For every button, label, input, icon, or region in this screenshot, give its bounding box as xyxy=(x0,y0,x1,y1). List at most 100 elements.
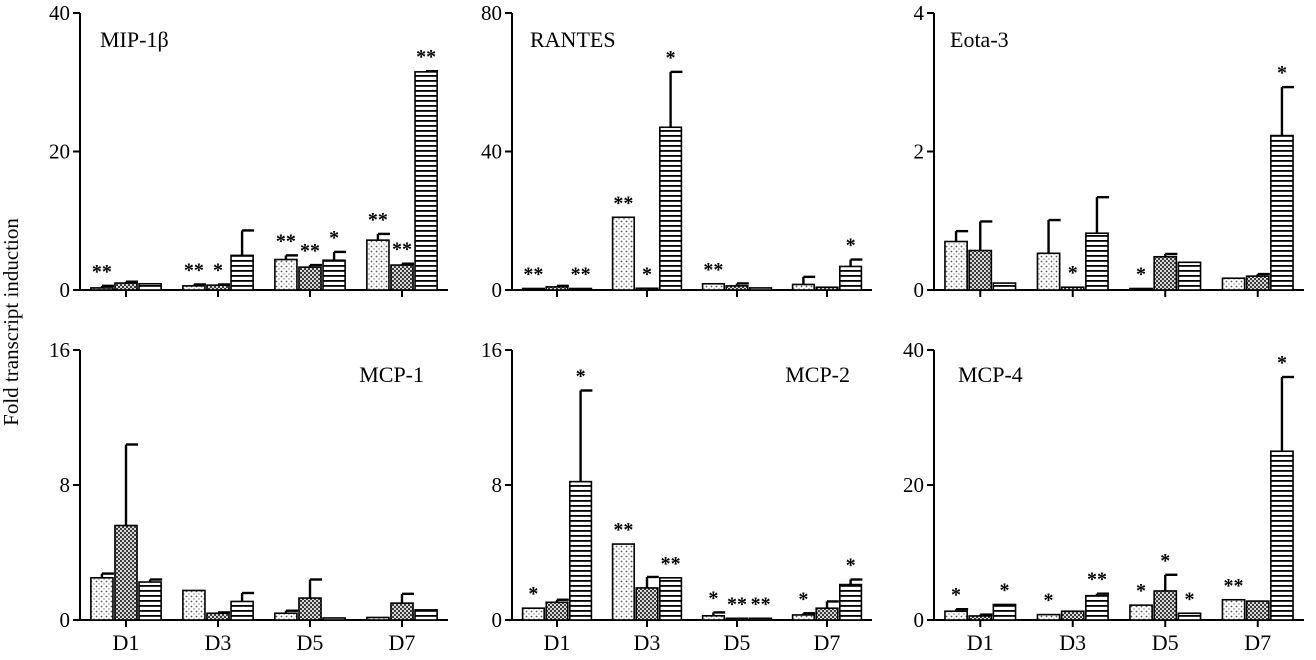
significance-marker: * xyxy=(1136,580,1146,602)
bar-dotted xyxy=(182,285,206,291)
bar-checkered xyxy=(815,286,839,291)
bar-dotted xyxy=(701,282,725,291)
y-tick-label: 0 xyxy=(60,278,71,302)
y-tick-label: 80 xyxy=(481,1,502,25)
significance-marker: ** xyxy=(703,259,723,281)
y-tick-label: 16 xyxy=(49,338,70,362)
bar-striped xyxy=(1177,612,1202,621)
bar-checkered xyxy=(298,266,322,291)
bar-checkered xyxy=(1060,286,1085,291)
bar-checkered xyxy=(815,607,839,621)
y-tick-label: 0 xyxy=(492,278,503,302)
significance-marker: ** xyxy=(613,192,633,214)
y-tick-label: 4 xyxy=(914,1,925,25)
bar-striped xyxy=(992,603,1017,621)
bar-striped xyxy=(838,265,863,291)
bar-dotted xyxy=(611,543,635,621)
significance-marker: * xyxy=(1044,590,1054,612)
significance-marker: ** xyxy=(523,264,543,286)
bar-checkered xyxy=(206,612,230,621)
significance-marker: ** xyxy=(392,239,412,261)
bar-dotted xyxy=(366,616,390,621)
bar-checkered xyxy=(725,285,749,291)
x-category-label: D3 xyxy=(634,630,661,655)
bar-striped xyxy=(414,71,438,291)
significance-marker: ** xyxy=(571,264,591,286)
panel-title: MCP-1 xyxy=(359,362,424,387)
bar-checkered xyxy=(725,617,749,621)
y-tick-label: 16 xyxy=(481,338,502,362)
x-category-label: D1 xyxy=(967,630,994,655)
bar-dotted xyxy=(1221,598,1246,621)
bar-checkered xyxy=(1153,590,1178,621)
y-tick-label: 0 xyxy=(492,608,503,632)
significance-marker: ** xyxy=(300,240,320,262)
bar-dotted xyxy=(90,577,114,621)
y-axis-label: Fold transcript induction xyxy=(0,218,23,426)
bar-checkered xyxy=(635,287,659,291)
significance-marker: ** xyxy=(751,593,771,615)
bar-dotted xyxy=(1129,287,1153,291)
significance-marker: ** xyxy=(1087,569,1107,591)
bar-checkered xyxy=(390,264,414,291)
bar-striped xyxy=(568,287,593,291)
significance-marker: * xyxy=(846,235,856,257)
bar-dotted xyxy=(90,287,114,291)
y-tick-label: 0 xyxy=(60,608,71,632)
bar-striped xyxy=(1177,261,1202,291)
bar-dotted xyxy=(274,258,298,291)
significance-marker: ** xyxy=(727,593,747,615)
bar-striped xyxy=(1085,594,1109,621)
bar-dotted xyxy=(1129,604,1153,621)
bar-striped xyxy=(230,600,254,621)
bar-dotted xyxy=(274,612,298,621)
bar-checkered xyxy=(545,601,569,621)
significance-marker: * xyxy=(329,227,339,249)
bar-striped xyxy=(992,282,1017,291)
bar-striped xyxy=(230,254,254,291)
bar-dotted xyxy=(1036,613,1061,621)
bar-checkered xyxy=(968,615,993,621)
bar-striped xyxy=(1085,232,1109,291)
bar-checkered xyxy=(1245,600,1270,621)
y-tick-label: 2 xyxy=(914,140,925,164)
bar-dotted xyxy=(944,610,968,621)
bar-striped xyxy=(748,287,773,291)
bar-striped xyxy=(414,609,438,621)
bar-checkered xyxy=(1060,610,1085,621)
y-tick-label: 20 xyxy=(903,473,924,497)
bar-checkered xyxy=(635,587,659,621)
significance-marker: ** xyxy=(1224,575,1244,597)
significance-marker: * xyxy=(576,366,586,388)
bar-striped xyxy=(322,259,346,291)
bar-checkered xyxy=(1153,255,1178,291)
significance-marker: * xyxy=(798,588,808,610)
bar-dotted xyxy=(791,614,815,621)
bar-striped xyxy=(1270,450,1294,621)
significance-marker: * xyxy=(1277,352,1287,374)
y-tick-label: 0 xyxy=(914,278,925,302)
bar-dotted xyxy=(366,239,390,291)
y-tick-label: 8 xyxy=(60,473,71,497)
bar-checkered xyxy=(545,286,569,291)
significance-marker: * xyxy=(666,47,676,69)
bar-dotted xyxy=(944,240,968,291)
bar-striped xyxy=(568,480,593,621)
significance-marker: ** xyxy=(368,209,388,231)
bar-striped xyxy=(322,617,346,621)
significance-marker: * xyxy=(999,579,1009,601)
bar-striped xyxy=(138,282,162,291)
significance-marker: * xyxy=(1160,550,1170,572)
significance-marker: * xyxy=(528,583,538,605)
significance-marker: * xyxy=(951,584,961,606)
significance-marker: * xyxy=(1136,264,1146,286)
significance-marker: * xyxy=(1068,262,1078,284)
bar-dotted xyxy=(791,283,815,291)
significance-marker: ** xyxy=(613,519,633,541)
bar-dotted xyxy=(521,287,545,291)
